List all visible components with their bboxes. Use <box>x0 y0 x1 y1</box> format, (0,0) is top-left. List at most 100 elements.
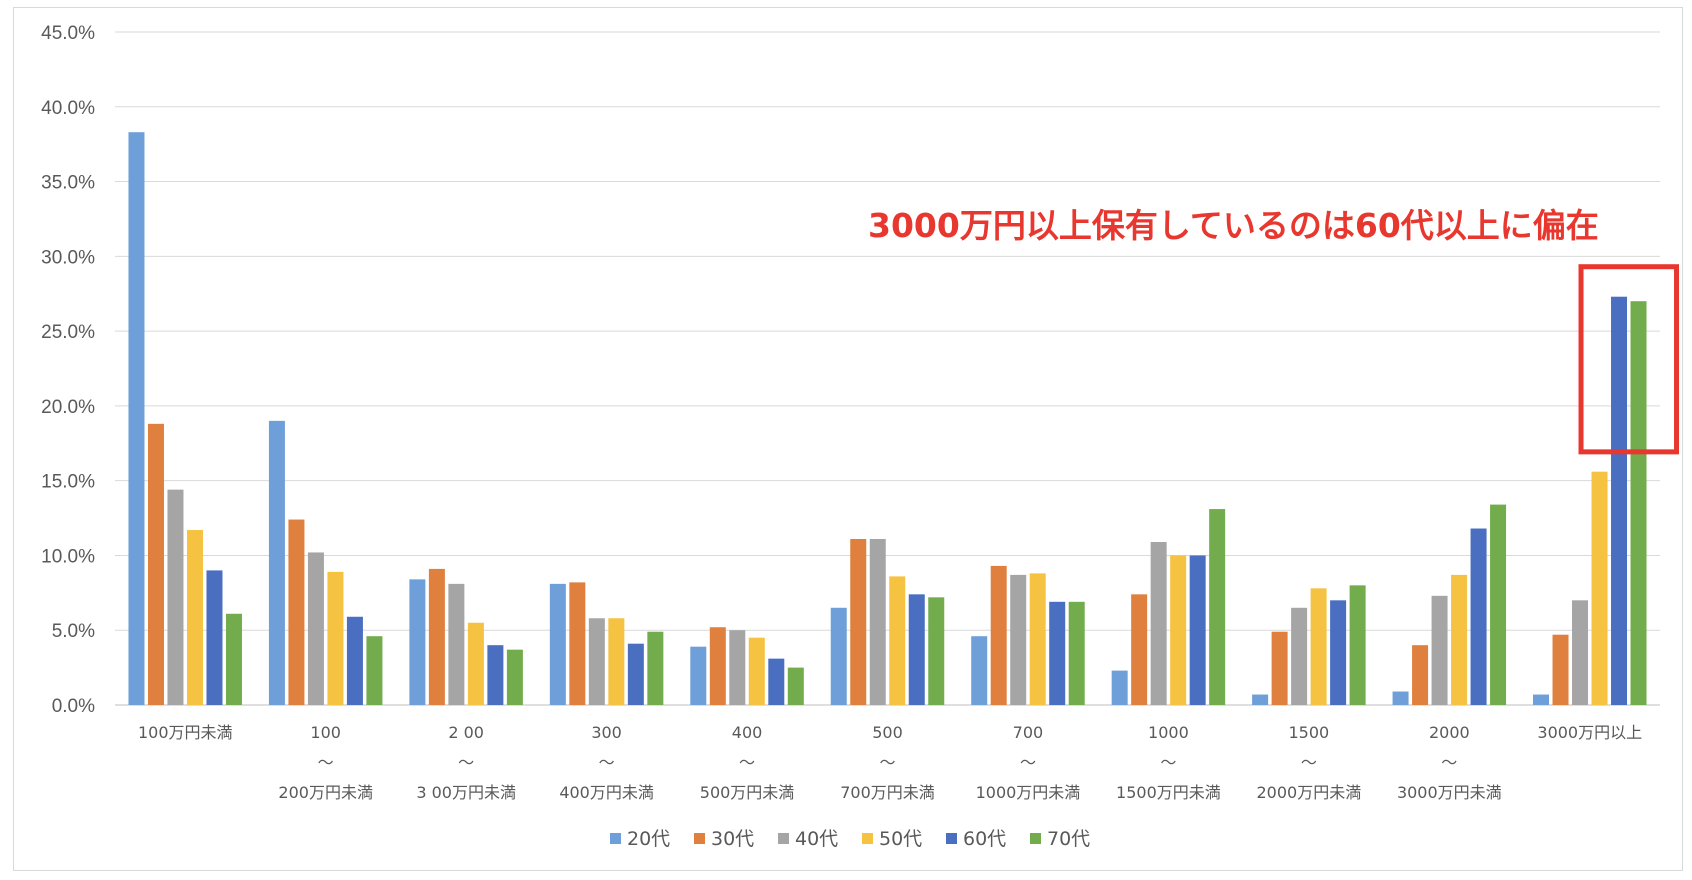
bar <box>147 423 164 705</box>
bar <box>928 597 945 705</box>
bar <box>448 583 465 705</box>
x-axis: 100万円未満 100 ～ 200万円未満 2 00 ～ 3 00万円未満 300 ～ 400万円… <box>138 723 1642 802</box>
bar <box>830 607 847 705</box>
y-tick-label: 0.0% <box>52 696 95 717</box>
x-tick-label: 3000万円以上 <box>1537 723 1642 742</box>
legend-label: 70代 <box>1047 828 1090 850</box>
bar <box>1209 509 1226 705</box>
bar <box>1330 600 1347 705</box>
bar <box>709 627 726 705</box>
bar <box>549 583 566 705</box>
legend-swatch <box>610 833 621 844</box>
x-tick-label: ～ <box>458 753 474 772</box>
x-tick-label: 100 <box>310 723 341 742</box>
x-tick-label: 3000万円未満 <box>1397 783 1502 802</box>
bar <box>186 530 203 705</box>
bar <box>608 618 625 705</box>
bar <box>225 613 242 705</box>
x-tick-label: 3 00万円未満 <box>416 783 516 802</box>
y-tick-label: 20.0% <box>41 397 95 418</box>
bar <box>346 616 363 705</box>
legend-label: 40代 <box>795 828 838 850</box>
x-tick-label: 500 <box>872 723 903 742</box>
bar <box>1010 574 1027 705</box>
legend-label: 20代 <box>627 828 670 850</box>
bar <box>467 622 484 705</box>
legend-swatch <box>946 833 957 844</box>
bar <box>1029 573 1046 705</box>
x-tick-label: 500万円未満 <box>700 783 795 802</box>
bar <box>1252 694 1269 705</box>
bar <box>787 667 804 705</box>
bar <box>1572 600 1589 705</box>
x-tick-label: 100万円未満 <box>138 723 233 742</box>
bar <box>1451 574 1468 705</box>
legend-label: 60代 <box>963 828 1006 850</box>
bar <box>487 645 504 705</box>
x-tick-label: 400 <box>732 723 763 742</box>
bar <box>1552 634 1569 705</box>
y-tick-label: 30.0% <box>41 247 95 268</box>
legend-swatch <box>862 833 873 844</box>
x-tick-label: ～ <box>1160 753 1176 772</box>
bar <box>1111 670 1128 705</box>
gridlines <box>115 31 1660 706</box>
bar <box>627 643 644 705</box>
bar <box>327 571 344 705</box>
bar <box>1533 694 1550 705</box>
bar <box>206 570 223 705</box>
bar <box>1470 528 1487 705</box>
y-tick-label: 40.0% <box>41 98 95 119</box>
x-tick-label: 200万円未満 <box>278 783 373 802</box>
bar <box>588 618 605 705</box>
chart-frame <box>13 7 1683 871</box>
bar <box>971 636 988 705</box>
x-tick-label: ～ <box>739 753 755 772</box>
bar <box>1412 645 1429 705</box>
bar <box>268 420 285 705</box>
x-tick-label: 1500 <box>1289 723 1330 742</box>
bar <box>409 579 426 705</box>
y-tick-label: 10.0% <box>41 546 95 567</box>
bar <box>569 582 586 705</box>
x-tick-label: ～ <box>879 753 895 772</box>
x-tick-label: 1500万円未満 <box>1116 783 1221 802</box>
bar <box>1131 594 1148 705</box>
x-tick-label: ～ <box>318 753 334 772</box>
x-tick-label: ～ <box>1301 753 1317 772</box>
bar <box>748 637 765 705</box>
x-tick-label: 400万円未満 <box>559 783 654 802</box>
bars <box>128 132 1647 706</box>
y-axis: 0.0% 5.0% 10.0% 15.0% 20.0% 25.0% 30.0% 35.0% 40… <box>41 23 95 717</box>
bar <box>1271 631 1288 705</box>
x-tick-label: 700 <box>1013 723 1044 742</box>
y-tick-label: 45.0% <box>41 23 95 44</box>
bar <box>768 658 785 705</box>
highlight-box <box>1578 264 1680 455</box>
bar <box>1630 301 1647 705</box>
x-tick-label: 2000万円未満 <box>1256 783 1361 802</box>
x-tick-label: 2000 <box>1429 723 1470 742</box>
y-tick-label: 15.0% <box>41 472 95 493</box>
x-tick-label: 300 <box>591 723 622 742</box>
legend-label: 50代 <box>879 828 922 850</box>
y-tick-label: 35.0% <box>41 173 95 194</box>
x-tick-label: ～ <box>599 753 615 772</box>
bar <box>1068 601 1085 705</box>
x-tick-label: 1000 <box>1148 723 1189 742</box>
bar <box>1150 541 1167 705</box>
x-tick-label: 700万円未満 <box>840 783 935 802</box>
bar <box>1611 296 1628 705</box>
bar <box>1170 555 1187 705</box>
bar <box>1049 601 1066 705</box>
bar <box>506 649 523 705</box>
bar <box>366 636 383 705</box>
bar <box>1392 691 1409 705</box>
legend: 20代 30代 40代 50代 60代 70代 <box>610 828 1090 850</box>
bar <box>1349 585 1366 705</box>
bar <box>1189 555 1206 705</box>
legend-swatch <box>694 833 705 844</box>
bar <box>990 565 1007 705</box>
bar <box>869 538 886 705</box>
bar <box>729 630 746 705</box>
